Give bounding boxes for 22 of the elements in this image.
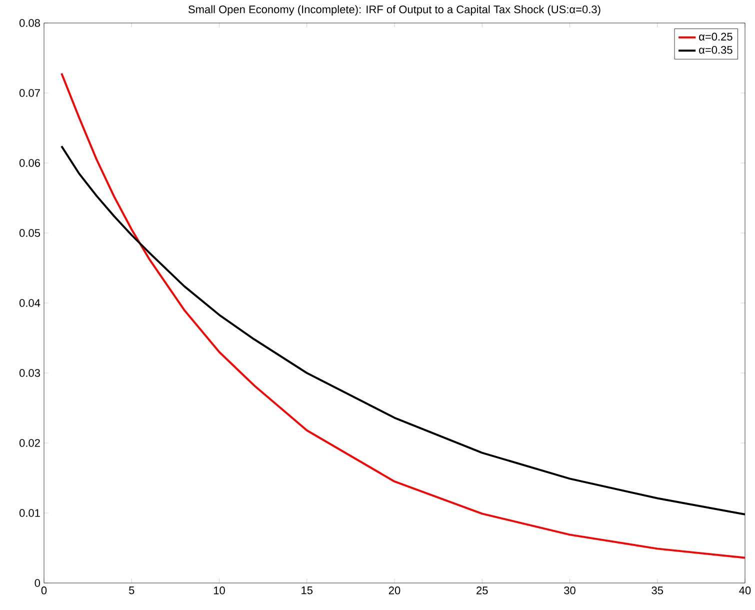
y-tick-label: 0.01	[19, 509, 40, 517]
y-tick-label: 0.03	[19, 369, 40, 377]
x-tick-label: 5	[129, 586, 134, 594]
x-tick-label: 20	[388, 586, 400, 594]
chart-title: Small Open Economy (Incomplete): IRF of Output to a Capital Tax Shock (US:α=0.3)	[188, 5, 600, 16]
y-tick-label: 0.07	[19, 89, 40, 97]
y-tick-label: 0.05	[19, 229, 40, 237]
x-tick-label: 30	[564, 586, 576, 594]
legend-label: α=0.25	[699, 32, 732, 41]
legend-label: α=0.35	[699, 46, 732, 54]
x-tick-label: 0	[41, 586, 47, 594]
y-tick-label: 0.02	[19, 439, 40, 447]
y-tick-label: 0.04	[19, 299, 40, 307]
x-tick-label: 40	[739, 586, 751, 594]
y-tick-label: 0.06	[19, 159, 40, 167]
x-tick-label: 35	[652, 586, 664, 594]
x-tick-label: 10	[214, 586, 225, 594]
line-series	[60, 72, 745, 559]
x-tick-label: 15	[302, 586, 313, 594]
y-tick-label: 0	[34, 579, 40, 587]
x-tick-label: 25	[476, 586, 488, 594]
y-tick-label: 0.08	[19, 19, 40, 27]
